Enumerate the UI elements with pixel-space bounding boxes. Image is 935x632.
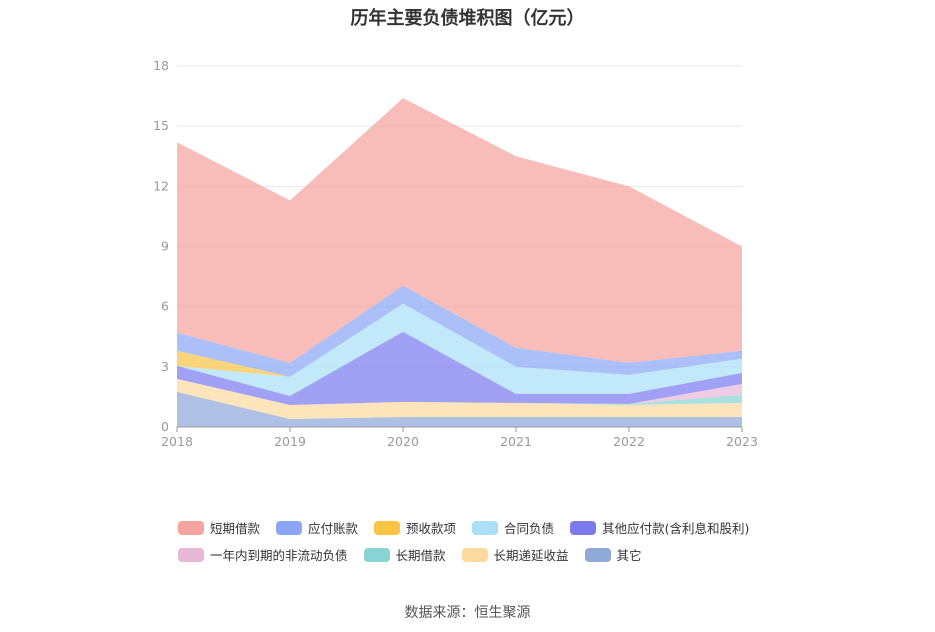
area-合同负债 bbox=[177, 303, 742, 396]
y-tick-label: 18 bbox=[153, 58, 169, 73]
legend-swatch bbox=[584, 547, 611, 562]
y-tick-label: 9 bbox=[161, 239, 169, 254]
legend-label: 短期借款 bbox=[210, 521, 261, 536]
legend-item[interactable]: 其它 bbox=[584, 545, 642, 564]
x-tick-label: 2022 bbox=[613, 434, 645, 449]
legend-label: 预收款项 bbox=[406, 521, 457, 536]
area-长期递延收益 bbox=[177, 378, 742, 419]
y-tick-label: 3 bbox=[161, 359, 169, 374]
area-series bbox=[177, 98, 742, 427]
x-tick-label: 2019 bbox=[274, 434, 306, 449]
legend-label: 长期借款 bbox=[395, 548, 446, 563]
legend-swatch bbox=[178, 520, 204, 535]
legend-swatch bbox=[461, 547, 488, 562]
area-其它 bbox=[177, 391, 742, 427]
legend-item[interactable]: 长期借款 bbox=[363, 545, 446, 564]
y-tick-label: 0 bbox=[161, 419, 169, 434]
x-tick-label: 2018 bbox=[161, 434, 193, 449]
legend-item[interactable]: 一年内到期的非流动负债 bbox=[178, 545, 348, 564]
x-tick-label: 2020 bbox=[387, 434, 419, 449]
legend-swatch bbox=[374, 520, 401, 535]
legend: 短期借款 应付账款 预收款项 合同负债 其他应付款(含利息和股利) 一年内到期的非流动负… bbox=[178, 518, 798, 572]
area-短期借款 bbox=[177, 98, 742, 363]
legend-row-2: 一年内到期的非流动负债 长期借款 长期递延收益 其它 bbox=[178, 545, 798, 564]
legend-label: 其他应付款(含利息和股利) bbox=[602, 521, 750, 536]
area-其他应付款(含利息和股利) bbox=[177, 331, 742, 405]
legend-item[interactable]: 其他应付款(含利息和股利) bbox=[570, 518, 749, 537]
legend-swatch bbox=[363, 547, 390, 562]
y-tick-label: 15 bbox=[153, 118, 169, 133]
x-tick-label: 2021 bbox=[500, 434, 532, 449]
legend-label: 一年内到期的非流动负债 bbox=[210, 548, 348, 563]
legend-item[interactable]: 长期递延收益 bbox=[461, 545, 569, 564]
area-应付账款 bbox=[177, 285, 742, 377]
x-tick-label: 2023 bbox=[726, 434, 758, 449]
y-tick-label: 12 bbox=[153, 178, 169, 193]
chart-title: 历年主要负债堆积图（亿元） bbox=[350, 8, 585, 29]
axes: 0 3 6 9 12 15 18 2018 2019 2020 2021 2022 2023 bbox=[153, 58, 758, 449]
legend-row-1: 短期借款 应付账款 预收款项 合同负债 其他应付款(含利息和股利) bbox=[178, 518, 798, 537]
legend-swatch bbox=[276, 520, 303, 535]
legend-item[interactable]: 预收款项 bbox=[374, 518, 456, 537]
legend-label: 其它 bbox=[616, 548, 642, 563]
legend-label: 长期递延收益 bbox=[493, 548, 569, 563]
legend-swatch bbox=[570, 520, 597, 535]
legend-label: 应付账款 bbox=[308, 521, 359, 536]
y-tick-label: 6 bbox=[161, 299, 169, 314]
legend-item[interactable]: 短期借款 bbox=[178, 518, 260, 537]
data-source: 数据来源：恒生聚源 bbox=[404, 605, 531, 621]
area-长期借款 bbox=[177, 378, 742, 405]
legend-item[interactable]: 应付账款 bbox=[276, 518, 358, 537]
legend-label: 合同负债 bbox=[504, 521, 555, 536]
area-预收款项 bbox=[177, 303, 742, 377]
legend-swatch bbox=[472, 520, 499, 535]
legend-swatch bbox=[178, 547, 204, 562]
legend-item[interactable]: 合同负债 bbox=[472, 518, 554, 537]
